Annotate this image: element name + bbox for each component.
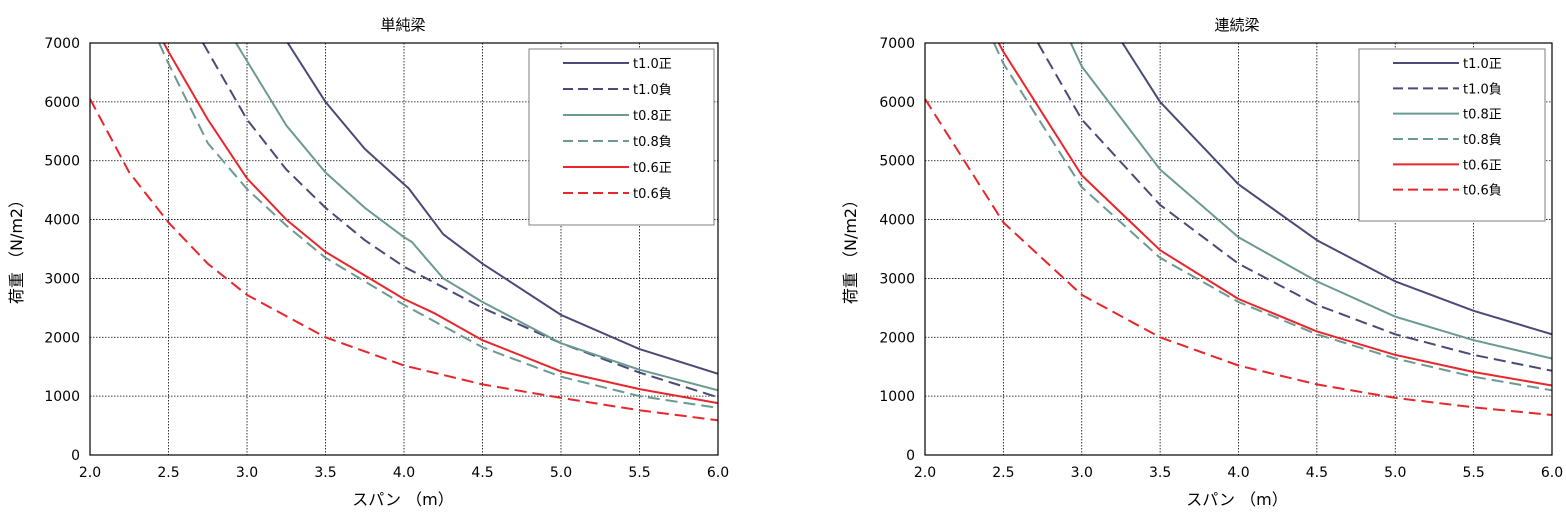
x-tick-label: 4.0: [393, 465, 415, 481]
legend-box: [528, 48, 715, 226]
legend-label: t0.8負: [633, 135, 672, 150]
legend-label: t0.6正: [633, 161, 672, 176]
x-tick-label: 4.5: [1306, 465, 1328, 481]
x-tick-label: 6.0: [707, 465, 729, 481]
chart-title: 連続梁: [1214, 16, 1259, 34]
y-tick-label: 2000: [879, 330, 915, 346]
y-tick-label: 4000: [44, 213, 80, 229]
series-group: [925, 43, 1552, 416]
legend-label: t0.8正: [633, 109, 672, 124]
legend-label: t0.6負: [633, 187, 672, 202]
series-line-1: [1037, 43, 1552, 372]
x-tick-label: 2.0: [79, 465, 101, 481]
y-tick-label: 3000: [44, 271, 80, 287]
x-tick-label: 4.0: [1227, 465, 1249, 481]
series-line-5: [90, 98, 718, 422]
series-line-2: [1069, 43, 1552, 360]
y-tick-label: 6000: [879, 95, 915, 111]
x-tick-label: 5.0: [1384, 465, 1406, 481]
x-tick-label: 5.5: [628, 465, 650, 481]
y-tick-label: 0: [906, 448, 915, 464]
series-line-5: [925, 98, 1552, 416]
plot-frame: [924, 42, 1553, 456]
y-tick-label: 5000: [44, 154, 80, 170]
x-axis-label: スパン （m）: [352, 490, 453, 509]
chart-title: 単純梁: [380, 16, 425, 34]
series-group: [90, 43, 718, 422]
x-tick-label: 2.5: [157, 465, 179, 481]
x-tick-label: 2.0: [914, 465, 936, 481]
legend-label: t0.8正: [1463, 108, 1502, 123]
legend: t1.0正 t1.0負 t0.8正 t0.8負 t0.6正 t0.6負: [528, 48, 715, 226]
plot-frame: [89, 42, 719, 456]
series-line-2: [235, 43, 718, 392]
y-tick-label: 1000: [879, 389, 915, 405]
x-tick-label: 5.5: [1462, 465, 1484, 481]
legend: t1.0正 t1.0負 t0.8正 t0.8負 t0.6正 t0.6負: [1358, 48, 1546, 222]
x-tick-label: 3.0: [1071, 465, 1093, 481]
y-tick-label: 3000: [879, 271, 915, 287]
legend-label: t1.0正: [633, 57, 672, 72]
legend-label: t1.0負: [633, 83, 672, 98]
legend-box: [1358, 48, 1546, 222]
x-tick-label: 3.0: [236, 465, 258, 481]
series-line-4: [162, 43, 718, 405]
y-axis-label: 荷重 （N/m2）: [841, 192, 860, 304]
chart-continuous-beam: 連続梁 スパン （m） 荷重 （N/m2） 2.0 2.5 3.0 3.5 4.0 4.5…: [841, 16, 1563, 509]
x-tick-label: 3.5: [314, 465, 336, 481]
x-tick-label: 3.5: [1149, 465, 1171, 481]
y-tick-label: 7000: [879, 36, 915, 52]
y-tick-label: 7000: [44, 36, 80, 52]
y-tick-label: 6000: [44, 95, 80, 111]
legend-label: t0.6負: [1463, 184, 1502, 199]
x-tick-label: 4.5: [471, 465, 493, 481]
series-line-3: [993, 43, 1552, 392]
series-line-1: [202, 43, 718, 399]
series-line-0: [286, 43, 718, 375]
legend-label: t1.0負: [1463, 82, 1502, 97]
y-tick-label: 0: [71, 448, 80, 464]
legend-label: t0.8負: [1463, 133, 1502, 148]
legend-label: t0.6正: [1463, 158, 1502, 173]
x-tick-label: 6.0: [1541, 465, 1563, 481]
y-axis-label: 荷重 （N/m2）: [7, 192, 26, 304]
legend-label: t1.0正: [1463, 57, 1502, 72]
series-line-3: [158, 43, 718, 409]
x-tick-label: 2.5: [992, 465, 1014, 481]
y-tick-label: 2000: [44, 330, 80, 346]
y-tick-label: 5000: [879, 154, 915, 170]
y-tick-label: 4000: [879, 213, 915, 229]
chart-simple-beam: 単純梁 スパン （m） 荷重 （N/m2） 2.0 2.5 3.0 3.5 4.0 4.5…: [7, 16, 729, 509]
x-tick-label: 5.0: [550, 465, 572, 481]
y-tick-label: 1000: [44, 389, 80, 405]
series-line-4: [997, 43, 1552, 387]
series-line-0: [1121, 43, 1552, 336]
x-axis-label: スパン （m）: [1186, 490, 1287, 509]
